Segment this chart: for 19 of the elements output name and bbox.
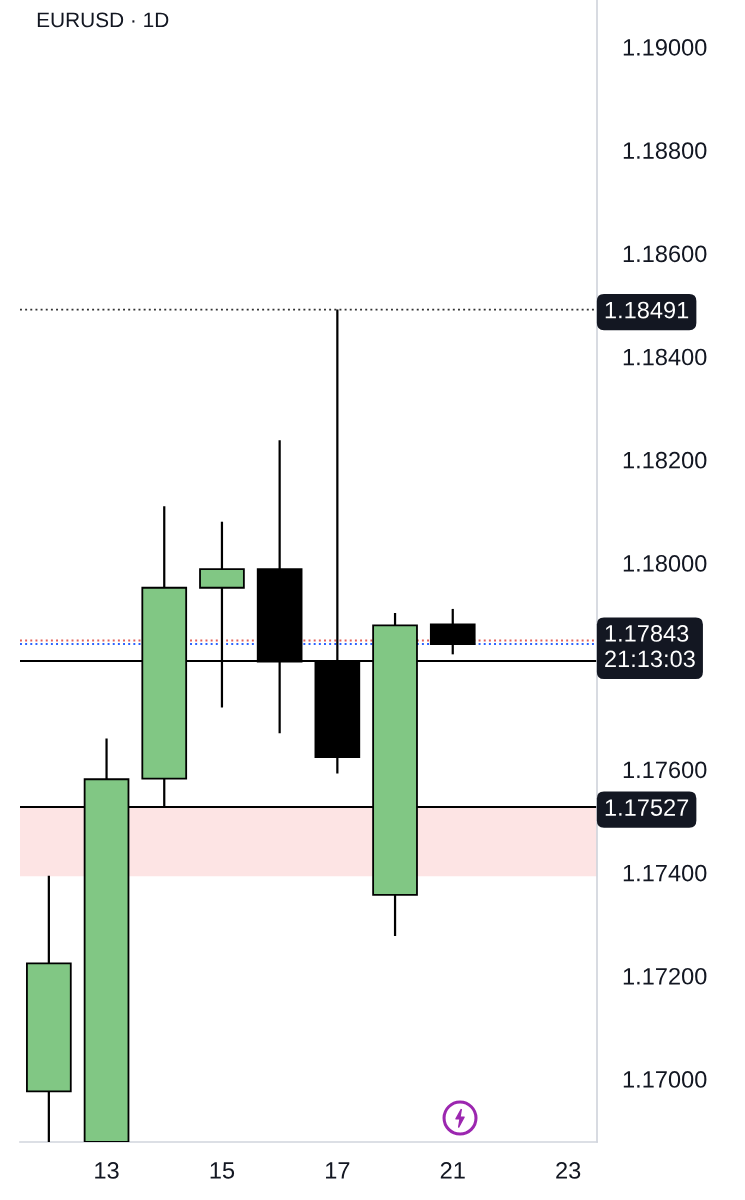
y-tick-label: 1.17600 bbox=[623, 761, 707, 779]
ref-line-label: 1.18491 bbox=[605, 301, 689, 319]
y-tick-label: 1.17000 bbox=[623, 1071, 707, 1088]
y-tick-label: 1.18200 bbox=[623, 451, 707, 469]
x-tick-label: 13 bbox=[95, 1162, 119, 1179]
ref-line-label: 1.17843 21:13:03 bbox=[605, 625, 695, 668]
x-tick-label: 21 bbox=[440, 1162, 465, 1179]
x-tick-label: 15 bbox=[210, 1162, 235, 1179]
x-tick-label: 17 bbox=[326, 1162, 350, 1179]
y-tick-label: 1.18000 bbox=[623, 555, 707, 572]
y-tick-label: 1.18400 bbox=[623, 348, 707, 366]
y-tick-label: 1.19000 bbox=[623, 39, 707, 56]
ref-line-label: 1.17527 bbox=[605, 799, 689, 816]
y-tick-label: 1.17200 bbox=[623, 967, 707, 985]
chart-title: EURUSD · 1D bbox=[37, 12, 169, 28]
y-tick-label: 1.17400 bbox=[623, 864, 707, 882]
y-tick-label: 1.18800 bbox=[623, 142, 707, 159]
x-tick-label: 23 bbox=[556, 1162, 581, 1179]
y-tick-label: 1.18600 bbox=[623, 245, 707, 263]
